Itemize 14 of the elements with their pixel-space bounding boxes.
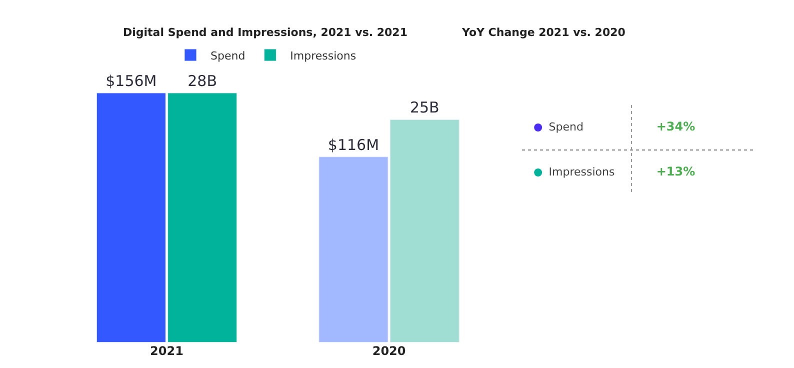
text: +34% — [656, 120, 696, 134]
x-tick-label: 2021 — [150, 344, 184, 358]
legend-label: Impressions — [290, 49, 356, 62]
data-label: $156M — [106, 72, 157, 90]
text: YoY Change 2021 vs. 2020 — [461, 26, 626, 39]
data-label: $116M — [328, 136, 380, 154]
category-label: Impressions — [548, 165, 616, 178]
x-tick-label: 2020 — [372, 344, 406, 358]
chart-title: Digital Spend and Impressions, 2021 vs. 2021 — [123, 26, 408, 39]
text: +13% — [656, 164, 696, 178]
data-label: 28B — [188, 72, 218, 90]
legend-label: Spend — [210, 49, 246, 62]
data-label: 25B — [410, 98, 440, 117]
category-label: Spend — [548, 120, 584, 134]
